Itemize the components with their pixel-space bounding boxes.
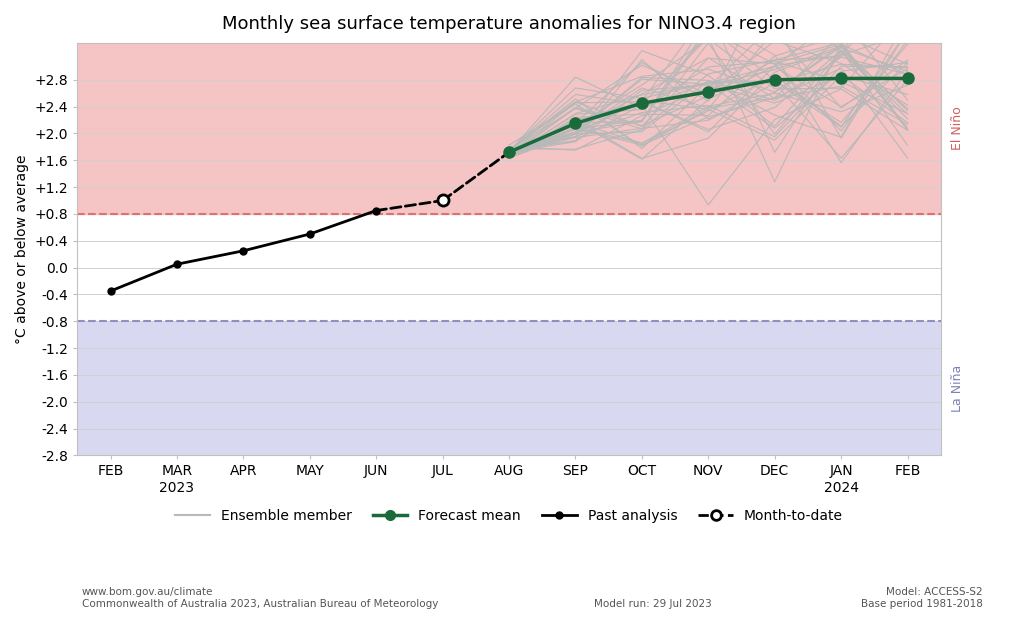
Title: Monthly sea surface temperature anomalies for NINO3.4 region: Monthly sea surface temperature anomalie… — [222, 15, 796, 33]
Text: La Niña: La Niña — [950, 365, 964, 412]
Text: Model: ACCESS-S2
Base period 1981-2018: Model: ACCESS-S2 Base period 1981-2018 — [861, 587, 983, 609]
Y-axis label: °C above or below average: °C above or below average — [15, 154, 29, 344]
Text: Model run: 29 Jul 2023: Model run: 29 Jul 2023 — [594, 599, 712, 609]
Text: El Niño: El Niño — [950, 106, 964, 150]
Bar — [78, 321, 941, 455]
Text: www.bom.gov.au/climate
Commonwealth of Australia 2023, Australian Bureau of Mete: www.bom.gov.au/climate Commonwealth of A… — [82, 587, 438, 609]
Bar — [78, 43, 941, 214]
Legend: Ensemble member, Forecast mean, Past analysis, Month-to-date: Ensemble member, Forecast mean, Past ana… — [170, 504, 849, 529]
